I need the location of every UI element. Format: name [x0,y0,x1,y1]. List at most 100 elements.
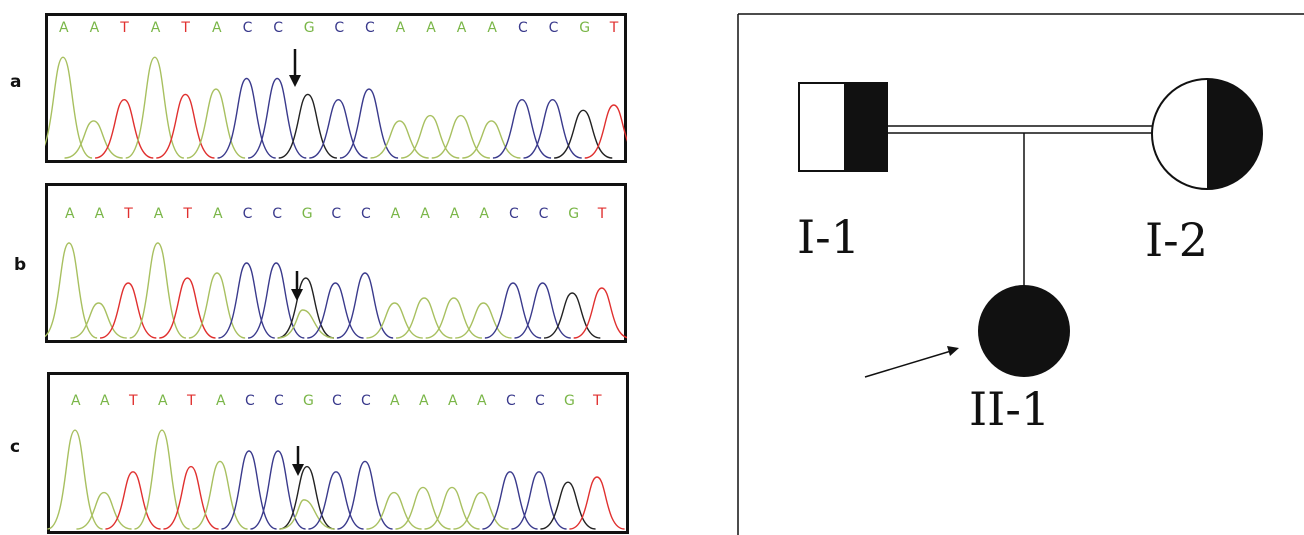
sequence-base-a-10: C [365,20,375,36]
sequence-base-c-10: C [361,393,371,409]
peak-b-9 [307,282,364,339]
sequence-base-a-5: A [212,20,222,36]
pedigree-chart: I-1 I-2 II-1 [737,13,1304,535]
sequence-base-a-16: C [549,20,559,36]
sequence-base-c-15: C [506,393,516,409]
peak-a-0 [45,56,93,159]
panel-label-c: c [10,437,21,457]
chromatogram-a-frame [45,13,627,163]
peak-c-17 [540,481,596,530]
peak-c-2 [105,471,161,530]
peak-a-4 [156,93,215,159]
peak-a-12 [401,114,460,159]
peak-c-5 [192,460,248,530]
peak-a-1 [64,120,123,159]
sequence-base-a-4: T [180,20,190,36]
peak-c-11 [366,491,422,530]
peak-a-10 [339,88,399,159]
peak-b-0 [45,242,98,339]
sequence-base-a-3: A [151,20,161,36]
sequence-base-c-6: C [245,393,255,409]
sequence-base-a-13: A [457,20,467,36]
sequence-base-b-7: C [272,206,282,222]
peak-b-17 [543,292,601,339]
sequence-base-a-18: T [609,20,619,36]
panel-label-a: a [10,72,22,92]
sequence-base-c-0: A [71,393,81,409]
peak-b-2 [99,282,157,339]
peak-a-2 [94,98,154,159]
sequence-base-b-13: A [450,206,460,222]
peak-b-1 [70,302,127,339]
sequence-base-c-5: A [216,393,226,409]
peak-b-3 [129,242,187,339]
sequence-base-c-9: C [332,393,342,409]
sequence-base-b-18: T [597,206,607,222]
sequence-base-b-2: T [123,206,133,222]
individual-II-1-symbol [978,285,1070,377]
sequence-base-b-9: C [331,206,341,222]
peak-c-15 [482,471,538,530]
sequence-base-a-1: A [90,20,100,36]
peak-a-18 [584,104,627,159]
sequence-base-b-12: A [420,206,430,222]
sequence-base-b-3: A [154,206,164,222]
sequence-base-c-1: A [100,393,110,409]
peak-c-4 [163,465,219,530]
peak-b-12 [395,297,453,339]
mutation-arrow-a [289,49,301,87]
sequence-base-b-5: A [213,206,223,222]
sequence-base-a-6: C [243,20,253,36]
peak-c-3 [134,429,190,530]
sequence-base-b-11: A [391,206,401,222]
peak-b-4 [159,277,216,339]
sequence-base-c-2: T [128,393,138,409]
sequence-base-a-14: A [487,20,497,36]
sequence-base-b-6: C [243,206,253,222]
peak-a-11 [370,120,429,159]
sequence-base-b-10: C [361,206,371,222]
sequence-base-a-12: A [426,20,436,36]
peak-b-15 [484,282,542,339]
mutation-arrow-c [292,446,304,476]
panel-label-b: b [14,255,27,275]
secondary-peak-b [277,309,334,339]
individual-I-2-symbol [1151,78,1263,190]
peak-b-10 [336,272,394,339]
sequence-base-c-13: A [448,393,458,409]
peak-b-14 [455,302,512,339]
sequence-base-b-8: G [302,206,313,222]
sequence-base-a-2: T [119,20,129,36]
peaks-c [47,429,625,530]
sequence-base-b-0: A [65,206,75,222]
sequence-base-c-11: A [390,393,400,409]
pedigree-svg: I-1 I-2 II-1 [737,13,1304,535]
sequence-base-c-3: A [158,393,168,409]
sequence-base-a-9: C [334,20,344,36]
sequence-base-b-1: A [95,206,105,222]
sequence-base-a-8: G [304,20,315,36]
peak-c-14 [453,491,509,530]
sequence-base-a-7: C [273,20,283,36]
peak-b-18 [573,287,627,339]
individual-label-I-1: I-1 [797,210,860,264]
peaks-a [45,56,627,159]
sequence-base-b-4: T [182,206,192,222]
sequence-base-a-0: A [59,20,69,36]
sequence-base-c-18: T [592,393,602,409]
secondary-peak-c [279,499,335,530]
peak-c-0 [47,429,103,530]
sequence-base-c-7: C [274,393,284,409]
sequence-base-a-11: A [396,20,406,36]
mutation-arrow-b [291,271,303,301]
sequence-base-c-8: G [303,393,314,409]
peak-a-5 [186,88,246,159]
